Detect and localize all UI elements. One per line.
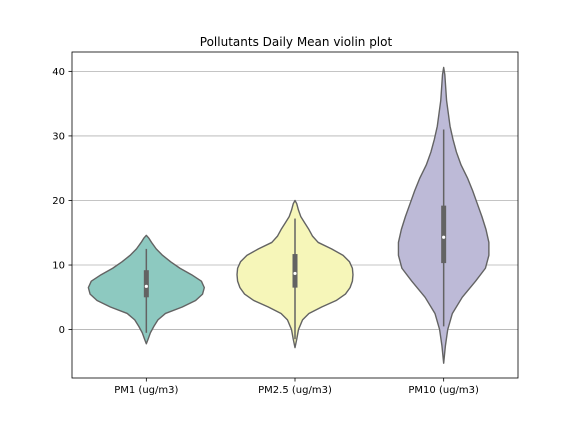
violin-median-point — [144, 284, 148, 288]
violin-median-point — [442, 235, 446, 239]
y-tick-label: 10 — [52, 261, 65, 272]
x-tick-label: PM2.5 (ug/m3) — [258, 385, 332, 396]
chart-title: Pollutants Daily Mean violin plot — [200, 35, 393, 49]
violin-iqr-box — [441, 205, 447, 264]
violin-iqr-box — [292, 254, 298, 288]
y-tick-label: 20 — [52, 196, 65, 207]
violin-iqr-box — [143, 270, 149, 298]
x-tick-label: PM1 (ug/m3) — [114, 385, 178, 396]
y-tick-label: 40 — [52, 67, 65, 78]
axis-layer: 0 10 20 30 40 PM1 (ug/m3) PM2.5 (ug/m3) PM10 (u… — [52, 51, 519, 396]
x-tick-label: PM10 (ug/m3) — [408, 385, 479, 396]
y-tick-label: 0 — [59, 325, 65, 336]
y-tick-label: 30 — [52, 131, 65, 142]
violin-layer — [87, 66, 490, 364]
violin-median-point — [293, 271, 297, 276]
